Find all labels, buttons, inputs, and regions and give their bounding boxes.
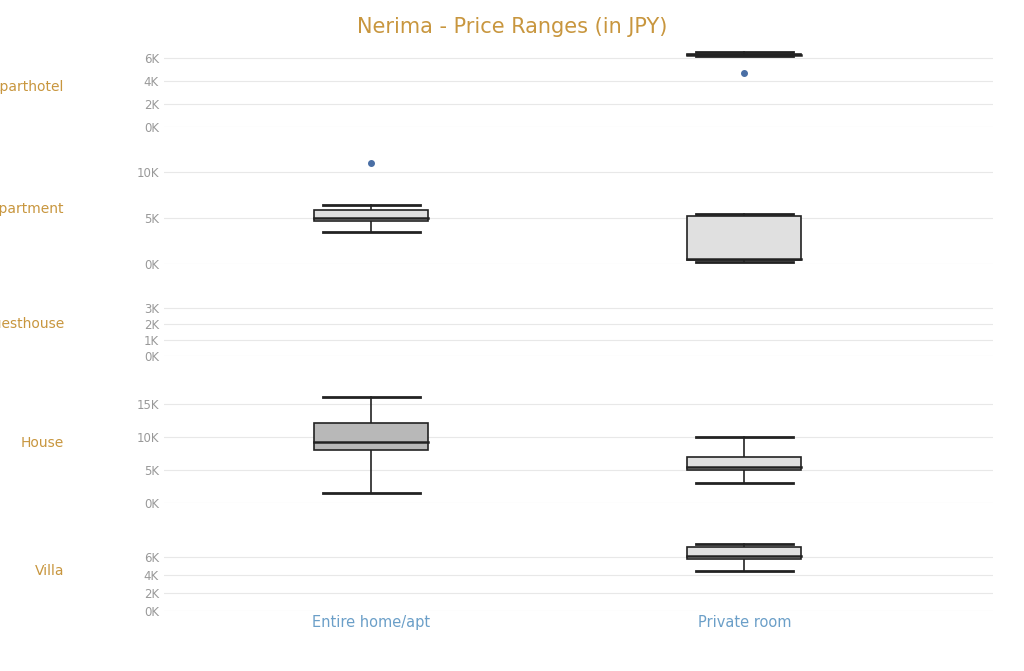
Text: Nerima - Price Ranges (in JPY): Nerima - Price Ranges (in JPY) xyxy=(356,17,668,37)
Bar xyxy=(314,423,428,450)
Y-axis label: Guesthouse: Guesthouse xyxy=(0,317,65,331)
Y-axis label: Apartment: Apartment xyxy=(0,202,65,216)
Bar xyxy=(687,457,802,470)
Y-axis label: House: House xyxy=(22,436,65,450)
Bar xyxy=(687,217,802,260)
Bar xyxy=(687,54,802,55)
Bar xyxy=(687,547,802,559)
Bar xyxy=(314,210,428,221)
Y-axis label: Aparthotel: Aparthotel xyxy=(0,80,65,94)
Y-axis label: Villa: Villa xyxy=(35,564,65,578)
